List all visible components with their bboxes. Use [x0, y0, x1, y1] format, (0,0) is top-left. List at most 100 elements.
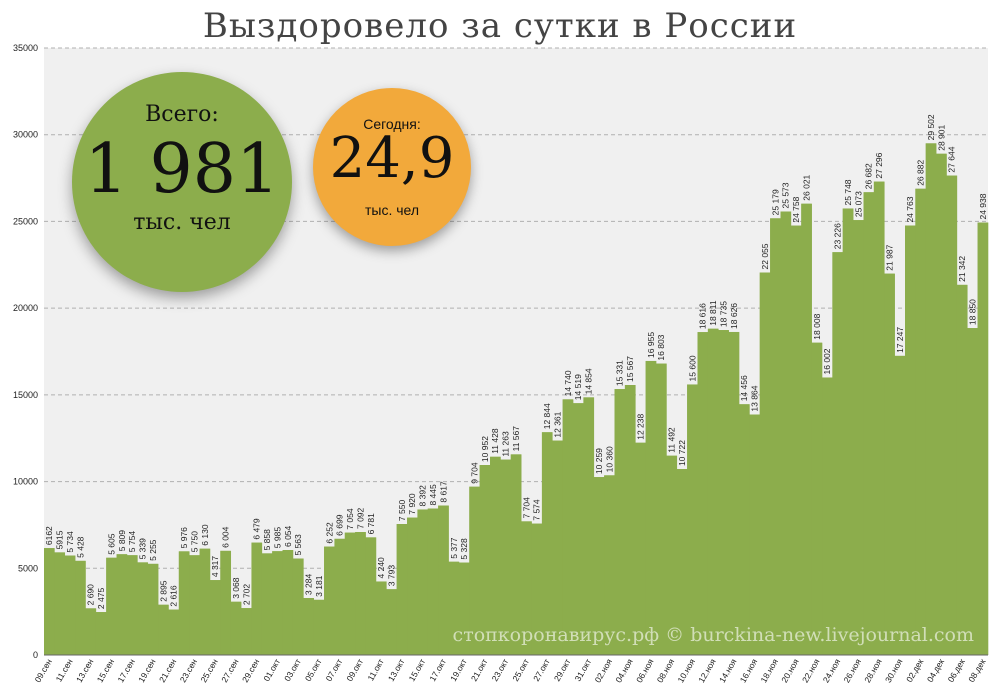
- data-label: 18 811: [708, 300, 718, 326]
- bar: [687, 384, 698, 655]
- bar: [189, 555, 200, 655]
- bar: [749, 414, 761, 655]
- data-label: 7 054: [345, 508, 355, 530]
- bar: [790, 225, 802, 655]
- bar: [853, 220, 864, 655]
- bar: [770, 218, 781, 655]
- y-tick-label: 5000: [18, 563, 38, 573]
- data-label: 5 976: [179, 527, 189, 549]
- data-label: 27 296: [874, 152, 884, 178]
- data-label: 24 763: [905, 196, 915, 222]
- data-label: 5 563: [293, 534, 303, 556]
- bar: [884, 273, 895, 655]
- bar: [977, 222, 989, 655]
- bar: [261, 553, 273, 655]
- x-tick-label: 08.дек: [966, 657, 987, 684]
- bar: [427, 508, 439, 655]
- x-tick-label: 29.сен: [240, 657, 262, 684]
- bar: [842, 208, 854, 655]
- x-tick-label: 31.окт: [573, 657, 594, 683]
- x-tick-label: 09.сен: [33, 657, 55, 684]
- x-tick-label: 08.ноя: [655, 657, 677, 685]
- data-label: 8 617: [438, 481, 448, 503]
- data-label: 3 181: [314, 575, 324, 597]
- x-tick-label: 15.сен: [95, 657, 117, 684]
- data-label: 6162: [44, 526, 54, 545]
- data-label: 7 574: [532, 499, 542, 521]
- data-label: 11 492: [667, 427, 677, 453]
- data-label: 3 793: [387, 565, 397, 587]
- data-label: 6 252: [324, 522, 334, 544]
- data-label: 5915: [55, 530, 65, 549]
- total-value: 1 981: [84, 130, 280, 209]
- data-label: 21 342: [957, 256, 967, 282]
- bar: [635, 442, 646, 655]
- data-label: 6 781: [366, 513, 376, 535]
- data-label: 6 479: [252, 518, 262, 540]
- x-tick-label: 17.окт: [427, 657, 448, 683]
- bar: [521, 521, 532, 655]
- bar: [479, 465, 491, 655]
- bar: [344, 532, 356, 655]
- bars: [44, 143, 989, 656]
- data-label: 25 179: [770, 189, 780, 215]
- bar: [925, 143, 937, 655]
- bar: [541, 432, 553, 655]
- bar: [44, 548, 55, 655]
- data-label: 29 502: [926, 114, 936, 140]
- data-label: 2 895: [158, 580, 168, 602]
- data-label: 5 255: [148, 539, 158, 561]
- total-label: Всего:: [145, 102, 219, 127]
- data-label: 6 004: [221, 526, 231, 548]
- bar: [510, 454, 522, 655]
- data-label: 4 317: [210, 556, 220, 578]
- y-axis: 0 5000 10000 15000 20000 25000 30000 35000: [13, 43, 38, 660]
- data-label: 15 600: [687, 355, 697, 381]
- x-tick-label: 06.ноя: [634, 657, 656, 685]
- bar: [126, 555, 138, 655]
- bar: [562, 399, 574, 655]
- total-unit: тыс. чел: [133, 210, 231, 235]
- bar: [593, 477, 605, 655]
- bar: [95, 612, 107, 655]
- data-label: 7 550: [397, 500, 407, 522]
- bar: [334, 538, 346, 655]
- x-tick-label: 09.окт: [344, 657, 365, 683]
- bar: [656, 363, 667, 655]
- bar: [458, 562, 470, 655]
- bar: [490, 456, 501, 655]
- x-tick-label: 15.окт: [407, 657, 428, 683]
- bar: [873, 181, 885, 656]
- data-label: 16 803: [656, 334, 666, 360]
- x-tick-label: 07.окт: [324, 657, 345, 683]
- x-tick-label: 06.дек: [946, 657, 967, 684]
- today-label: Сегодня:: [363, 116, 421, 132]
- bar: [85, 608, 97, 655]
- data-label: 3 284: [304, 574, 314, 596]
- data-label: 6 054: [283, 525, 293, 547]
- data-label: 14 740: [563, 370, 573, 396]
- bar: [604, 475, 615, 655]
- bar: [531, 523, 543, 655]
- x-tick-label: 17.сен: [116, 657, 138, 684]
- data-label: 24 938: [978, 193, 988, 219]
- x-tick-label: 23.окт: [490, 657, 511, 683]
- bar: [894, 355, 906, 655]
- bar: [209, 580, 221, 655]
- bar: [946, 175, 958, 655]
- bar: [272, 551, 283, 655]
- y-tick-label: 20000: [13, 303, 38, 313]
- data-label: 18 008: [812, 313, 822, 339]
- chart-title: Выздоровело за сутки в России: [202, 6, 798, 46]
- bar: [801, 203, 812, 655]
- bar: [967, 328, 978, 655]
- bar: [116, 554, 128, 655]
- data-label: 14 519: [573, 374, 583, 400]
- bar: [718, 330, 729, 655]
- x-tick-label: 27.окт: [531, 657, 552, 683]
- data-label: 16 002: [822, 348, 832, 374]
- bar: [54, 552, 66, 655]
- bar: [915, 188, 927, 656]
- x-tick-label: 18.ноя: [758, 657, 780, 685]
